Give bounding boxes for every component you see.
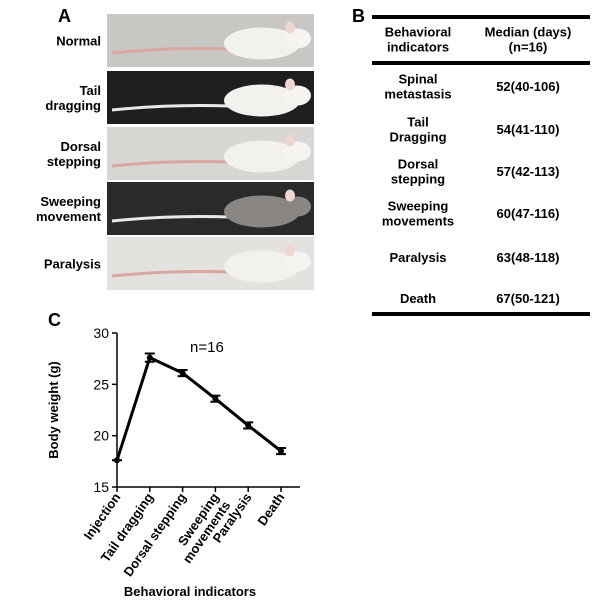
y-tick-label: 30: [93, 325, 109, 341]
table-row-label: Tail Dragging: [389, 115, 446, 145]
mouse-tail: [111, 215, 231, 223]
mouse-ear: [285, 244, 295, 257]
mouse-ear: [285, 21, 295, 34]
mouse-body: [224, 84, 300, 117]
table: Behavioral indicators Median (days) (n=16) S…: [372, 15, 590, 316]
photo-panel: Normal Tail dragging Dorsal stepping Sweeping…: [36, 14, 314, 290]
table-header: Median (days) (n=16): [485, 25, 572, 55]
table-row-label: Spinal metastasis: [384, 72, 451, 102]
x-tick-label: Death: [254, 490, 287, 528]
mouse-tail: [111, 47, 231, 55]
row-label: Paralysis: [44, 257, 101, 272]
table-row-label: Paralysis: [389, 250, 446, 265]
mouse-tail: [111, 270, 231, 278]
mouse-body: [224, 140, 300, 173]
row-label: Dorsal stepping: [47, 139, 101, 169]
table-cell: 52(40-106): [496, 79, 560, 94]
y-tick-label: 25: [93, 376, 109, 392]
panel-label: C: [48, 310, 61, 330]
table-header: Behavioral indicators: [385, 25, 451, 55]
y-axis-label: Body weight (g): [46, 361, 61, 459]
table-row-label: Sweeping movements: [382, 199, 454, 229]
table-cell: 57(42-113): [497, 164, 560, 179]
mouse-body: [224, 27, 300, 60]
panel-label: A: [58, 6, 71, 26]
y-tick-label: 20: [93, 428, 109, 444]
table-row-label: Dorsal stepping: [391, 157, 445, 187]
mouse-tail: [111, 104, 231, 112]
mouse-ear: [285, 189, 295, 202]
data-line: [115, 355, 282, 461]
table-cell: 60(47-116): [497, 206, 560, 221]
annotation: n=16: [190, 339, 224, 356]
table-row-label: Death: [400, 291, 436, 306]
mouse-body: [224, 195, 300, 228]
row-label: Tail dragging: [45, 83, 101, 113]
mouse-ear: [285, 134, 295, 147]
table-cell: 63(48-118): [497, 250, 560, 265]
y-tick-label: 15: [93, 479, 109, 495]
data-point: [114, 457, 120, 464]
mouse-body: [224, 250, 300, 283]
panel-label: B: [352, 6, 365, 26]
data-point: [179, 370, 186, 377]
table-cell: 67(50-121): [496, 291, 560, 306]
row-label: Normal: [56, 34, 101, 49]
table-cell: 54(41-110): [497, 122, 560, 137]
mouse-ear: [285, 78, 295, 91]
x-axis-label: Behavioral indicators: [124, 584, 256, 599]
data-point: [278, 448, 284, 455]
data-point: [212, 395, 219, 402]
data-point: [245, 422, 252, 429]
mouse-tail: [111, 160, 231, 168]
row-label: Sweeping movement: [36, 194, 102, 224]
data-point: [146, 354, 153, 361]
